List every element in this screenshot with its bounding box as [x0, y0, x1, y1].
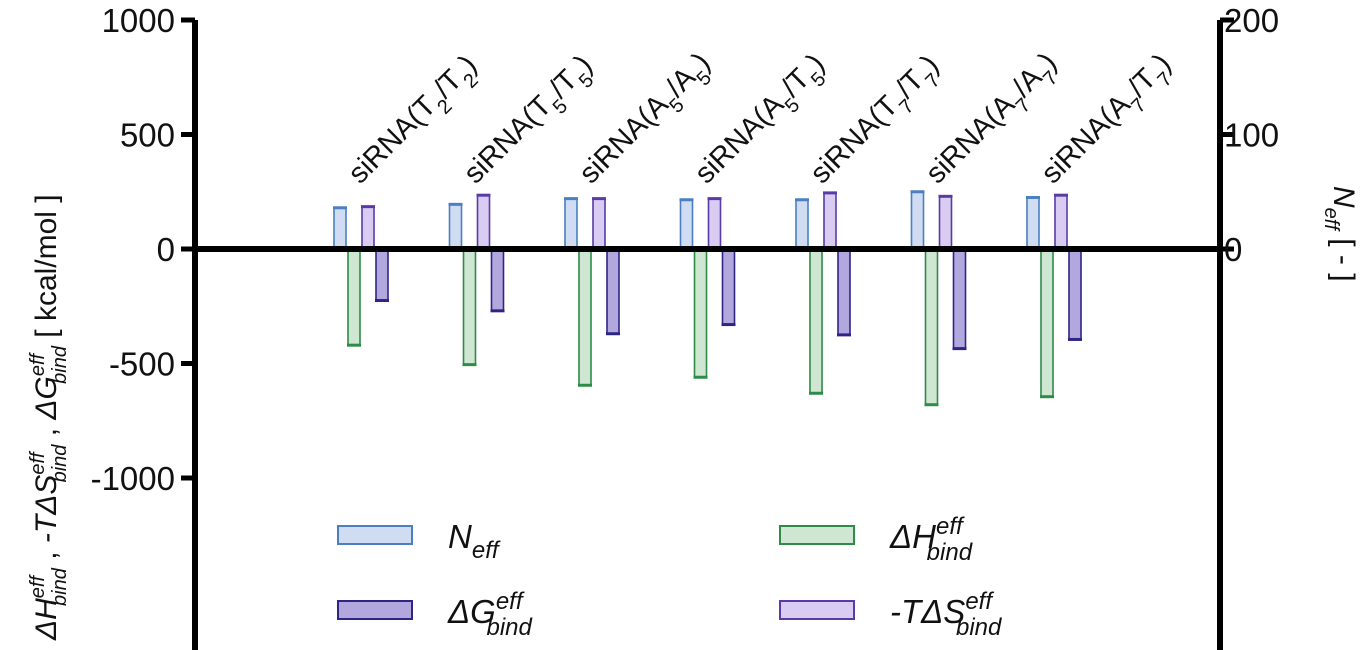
bar-dH-3: [693, 248, 708, 379]
bar-dH-6: [1040, 248, 1054, 398]
bar-neff-0: [333, 206, 347, 250]
left-tick-label-4: -1000: [91, 460, 175, 497]
legend-swatch-TdS: [779, 600, 855, 620]
bar-dH-4: [809, 248, 823, 395]
legend-label-dG: ΔGeff bind: [447, 588, 533, 641]
left-tick-label-0: 1000: [102, 2, 175, 39]
left-tick-label-1: 500: [120, 117, 175, 154]
bar-TdS-5: [938, 195, 953, 250]
legend-label-TdS: -TΔSeff bind: [890, 588, 1002, 641]
legend-swatch-dG: [337, 600, 413, 620]
right-tick-label-1: 100: [1224, 117, 1279, 154]
legend-label-neff: Neff: [448, 518, 501, 564]
label-layer: 10005000-500-10002001000siRNA(T2/T2)siRN…: [27, 2, 1360, 641]
right-tick-label-2: 0: [1224, 231, 1242, 268]
axes-layer: [181, 17, 1234, 650]
bar-dG-2: [606, 248, 620, 335]
left-tick-label-3: -500: [109, 346, 175, 383]
bar-dG-3: [721, 248, 736, 326]
bar-neff-5: [910, 190, 925, 250]
bar-neff-3: [679, 198, 694, 250]
bar-TdS-1: [476, 194, 491, 250]
left-tick-label-2: 0: [157, 231, 175, 268]
bar-dG-6: [1068, 248, 1082, 341]
bar-dG-0: [375, 248, 389, 302]
left-axis-title: ΔHeffbind , -TΔSeffbind , ΔGeffbind [ kc…: [27, 194, 71, 641]
right-tick-label-0: 200: [1224, 2, 1279, 39]
bar-dG-5: [952, 248, 967, 350]
bar-neff-2: [564, 197, 578, 250]
legend: Neff ΔHeff bind ΔGeff bind -TΔSeff bind: [337, 513, 1002, 641]
bar-neff-1: [448, 203, 463, 250]
bar-neff-6: [1026, 196, 1040, 250]
bar-dH-0: [347, 248, 361, 346]
bar-dH-1: [462, 248, 477, 366]
legend-swatch-dH: [779, 525, 855, 545]
bar-TdS-3: [707, 197, 722, 250]
bar-dG-1: [490, 248, 505, 312]
right-axis-title: Neff [ - ]: [1320, 186, 1360, 282]
legend-label-dH: ΔHeff bind: [889, 513, 973, 566]
bar-layer: [333, 190, 1082, 407]
bar-TdS-4: [823, 192, 837, 250]
bar-dH-5: [924, 248, 939, 406]
bar-neff-4: [795, 198, 809, 250]
bar-TdS-2: [592, 197, 606, 250]
legend-swatch-neff: [337, 525, 413, 545]
bar-TdS-6: [1054, 194, 1068, 250]
bar-TdS-0: [361, 205, 375, 250]
bar-dG-4: [837, 248, 851, 336]
bar-dH-2: [578, 248, 592, 387]
